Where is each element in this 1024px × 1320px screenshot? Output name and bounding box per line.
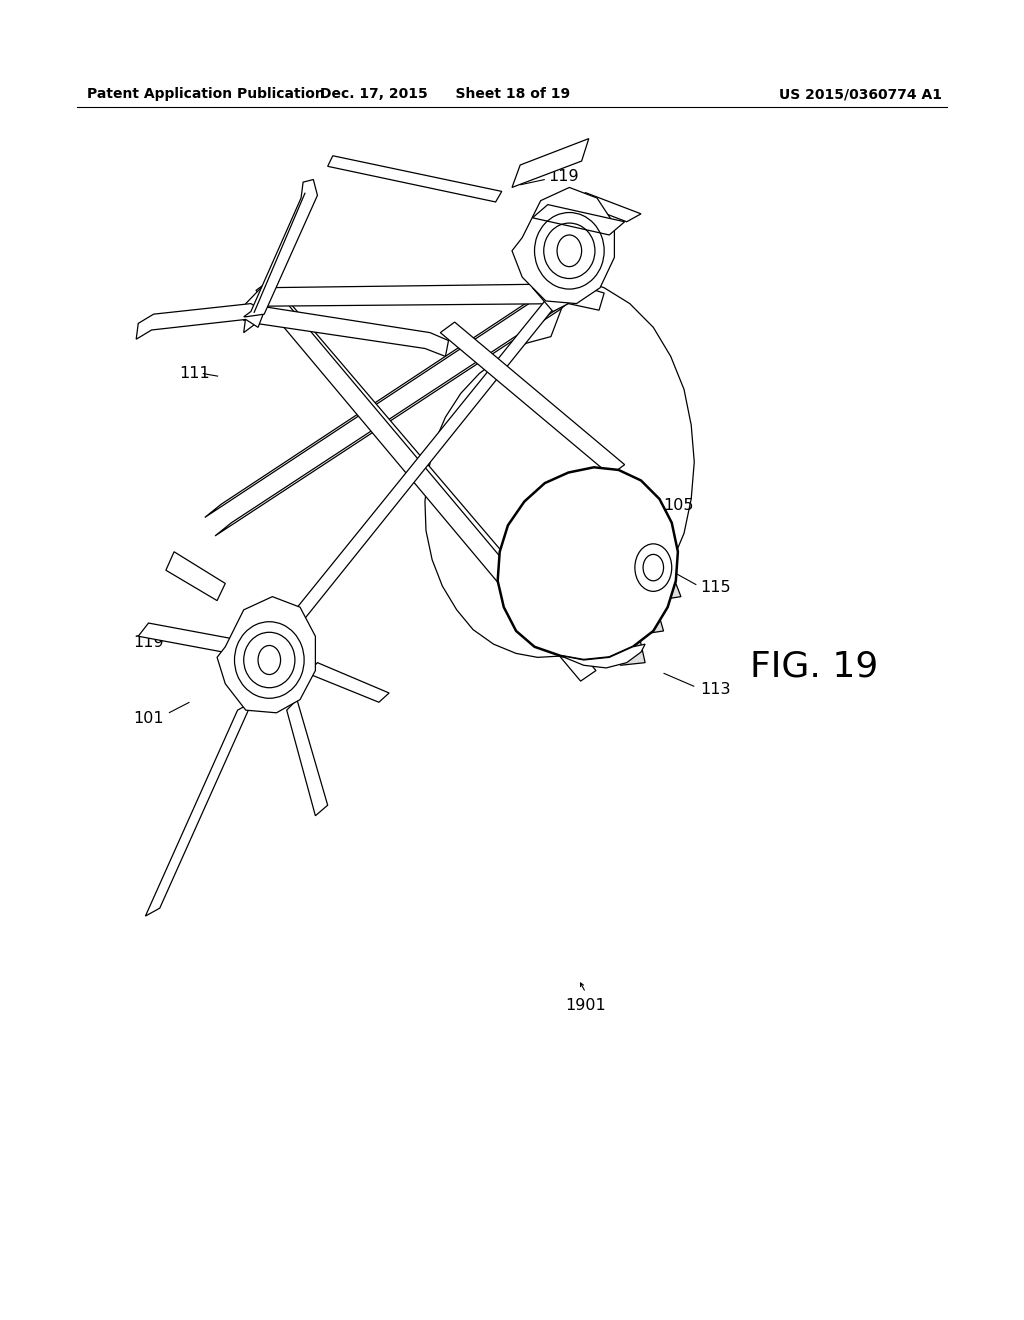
Polygon shape	[248, 271, 575, 673]
Polygon shape	[425, 277, 694, 657]
Polygon shape	[217, 597, 315, 713]
Text: 101: 101	[133, 710, 164, 726]
Polygon shape	[512, 187, 614, 304]
Text: Patent Application Publication: Patent Application Publication	[87, 87, 325, 102]
Polygon shape	[645, 570, 681, 601]
Polygon shape	[561, 644, 645, 668]
Polygon shape	[532, 280, 568, 312]
Text: 119: 119	[548, 169, 579, 185]
Polygon shape	[244, 180, 317, 317]
Polygon shape	[532, 205, 625, 235]
Polygon shape	[630, 603, 664, 635]
Polygon shape	[440, 322, 625, 475]
Polygon shape	[512, 139, 589, 187]
Text: 119: 119	[133, 635, 164, 651]
Circle shape	[643, 554, 664, 581]
Polygon shape	[571, 193, 641, 222]
Polygon shape	[307, 663, 389, 702]
Text: 1901: 1901	[565, 998, 606, 1014]
Polygon shape	[256, 280, 589, 664]
Text: 113: 113	[700, 681, 731, 697]
Polygon shape	[215, 297, 575, 536]
Polygon shape	[287, 700, 328, 816]
Text: 111: 111	[179, 366, 210, 381]
Polygon shape	[266, 296, 596, 681]
Text: FIG. 19: FIG. 19	[750, 649, 879, 684]
Text: 101: 101	[568, 243, 599, 259]
Circle shape	[635, 544, 672, 591]
Polygon shape	[138, 623, 233, 652]
Polygon shape	[166, 552, 225, 601]
Polygon shape	[498, 467, 678, 660]
Polygon shape	[244, 306, 449, 356]
Text: 115: 115	[700, 579, 731, 595]
Polygon shape	[205, 275, 569, 517]
Polygon shape	[244, 284, 604, 321]
Text: Dec. 17, 2015  Sheet 18 of 19: Dec. 17, 2015 Sheet 18 of 19	[321, 87, 570, 102]
Circle shape	[258, 645, 281, 675]
Polygon shape	[614, 635, 645, 665]
Circle shape	[557, 235, 582, 267]
Polygon shape	[328, 156, 502, 202]
Text: US 2015/0360774 A1: US 2015/0360774 A1	[778, 87, 942, 102]
Polygon shape	[136, 304, 264, 339]
Polygon shape	[145, 702, 252, 916]
Text: 105: 105	[664, 498, 694, 513]
